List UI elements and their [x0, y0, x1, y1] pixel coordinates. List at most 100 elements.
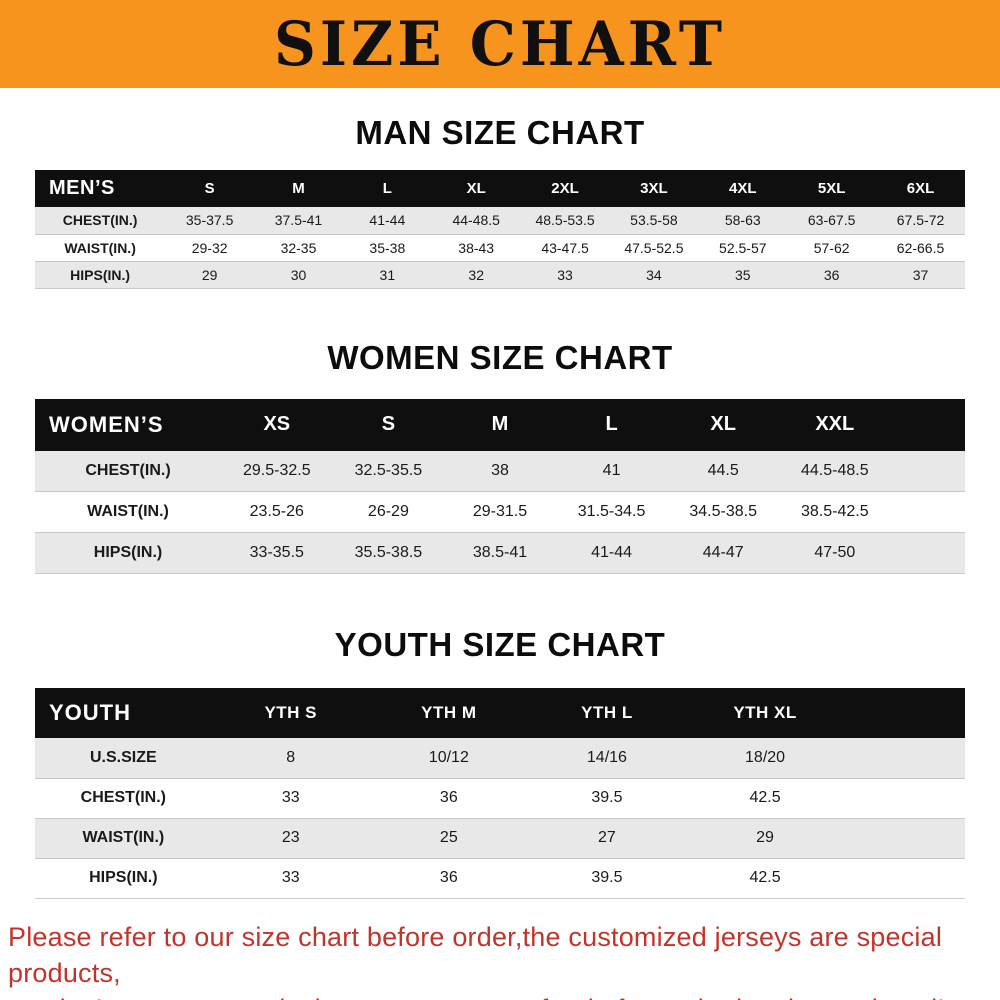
men-size-table: MEN’S S M L XL 2XL 3XL 4XL 5XL 6XL CHEST(IN.) 35-37…: [35, 170, 965, 289]
size-value: 39.5: [591, 789, 623, 806]
disclaimer-line-1: Please refer to our size chart before or…: [8, 921, 943, 988]
size-value: 41-44: [369, 212, 406, 229]
size-column-header: M: [491, 413, 509, 435]
size-value: 32.5-35.5: [354, 461, 423, 479]
table-row: CHEST(IN.) 35-37.5 37.5-41 41-44 44-48.5 48.5…: [35, 207, 965, 234]
size-value: 33-35.5: [249, 544, 304, 561]
row-label: CHEST(IN.): [85, 461, 171, 479]
size-value: 44.5: [707, 461, 739, 479]
size-column-header: 2XL: [551, 180, 579, 197]
size-value: 47-50: [814, 544, 856, 561]
banner: SIZE CHART: [0, 0, 1000, 88]
table-header-row: YOUTH YTH S YTH M YTH L YTH XL: [35, 688, 965, 738]
size-value: 35-38: [369, 239, 406, 256]
size-value: 29-31.5: [472, 503, 528, 520]
disclaimer-line-2: we don’t accept cancel, change, teturn o…: [8, 991, 992, 1000]
size-value: 58-63: [724, 212, 761, 229]
size-value: 29: [756, 829, 774, 846]
spacer-cell: [844, 688, 965, 738]
size-column-header: YTH L: [581, 703, 633, 722]
size-value: 29: [201, 266, 218, 283]
size-value: 38.5-41: [472, 544, 528, 561]
size-column-header: YTH S: [264, 703, 318, 722]
row-label: CHEST(IN.): [62, 212, 138, 229]
spacer-cell: [891, 451, 965, 492]
row-label: HIPS(IN.): [70, 266, 131, 283]
size-column-header: YTH XL: [733, 703, 797, 722]
size-column-header: XL: [710, 413, 736, 435]
size-value: 53.5-58: [630, 212, 678, 229]
page-title: SIZE CHART: [273, 8, 727, 80]
size-column-header: YTH M: [421, 703, 477, 722]
size-column-header: S: [204, 180, 215, 197]
table-header-row: WOMEN’S XS S M L XL XXL: [35, 398, 965, 451]
size-value: 38.5-42.5: [800, 503, 869, 520]
table-row: WAIST(IN.) 23 25 27 29: [35, 818, 965, 858]
size-value: 27: [598, 829, 616, 846]
size-column-header: XXL: [815, 413, 855, 435]
size-column-header: XS: [263, 413, 291, 435]
size-value: 44-47: [702, 544, 744, 561]
size-value: 44.5-48.5: [800, 461, 869, 479]
size-value: 36: [439, 789, 458, 806]
size-column-header: L: [605, 413, 618, 435]
table-title-cell: YOUTH: [49, 700, 131, 725]
size-column-header: XL: [466, 180, 486, 197]
disclaimer: Please refer to our size chart before or…: [8, 919, 992, 1000]
size-value: 18/20: [745, 748, 786, 766]
size-value: 57-62: [813, 239, 850, 256]
youth-size-table: YOUTH YTH S YTH M YTH L YTH XL U.S.SIZE 8 10/12…: [35, 688, 965, 899]
size-value: 62-66.5: [896, 239, 945, 256]
size-value: 8: [286, 748, 296, 766]
size-value: 29-32: [191, 239, 228, 256]
size-value: 42.5: [749, 789, 781, 806]
spacer-cell: [844, 778, 965, 818]
size-value: 43-47.5: [541, 239, 589, 256]
women-size-table: WOMEN’S XS S M L XL XXL CHEST(IN.) 29.5-32.5 32.5…: [35, 398, 965, 575]
size-value: 35: [734, 266, 751, 283]
size-value: 26-29: [367, 503, 409, 520]
size-value: 34.5-38.5: [689, 503, 757, 520]
table-row: CHEST(IN.) 29.5-32.5 32.5-35.5 38 41 44.5 44.5…: [35, 450, 965, 492]
spacer-cell: [844, 738, 965, 778]
size-value: 35.5-38.5: [354, 544, 423, 561]
row-label: U.S.SIZE: [90, 748, 157, 766]
size-value: 30: [290, 266, 307, 283]
table-title-cell: MEN’S: [49, 177, 115, 199]
size-value: 33: [281, 789, 300, 806]
size-value: 34: [646, 266, 662, 283]
size-value: 33: [281, 869, 300, 886]
size-value: 63-67.5: [807, 212, 856, 229]
size-value: 38-43: [458, 239, 495, 256]
spacer-cell: [844, 818, 965, 858]
size-value: 23.5-26: [249, 503, 304, 520]
row-label: WAIST(IN.): [87, 503, 169, 520]
youth-section-heading: YOUTH SIZE CHART: [334, 626, 666, 663]
size-value: 44-48.5: [452, 212, 500, 229]
size-value: 29.5-32.5: [242, 461, 311, 479]
size-column-header: L: [382, 180, 392, 197]
spacer-cell: [891, 492, 965, 533]
size-column-header: 6XL: [906, 180, 935, 197]
men-section-heading: MAN SIZE CHART: [355, 114, 645, 151]
size-value: 35-37.5: [185, 212, 234, 229]
table-title-cell: WOMEN’S: [49, 411, 164, 437]
size-value: 39.5: [591, 869, 623, 886]
size-value: 14/16: [586, 748, 627, 766]
spacer-cell: [891, 399, 965, 451]
size-value: 32-35: [280, 239, 317, 256]
row-label: CHEST(IN.): [80, 789, 166, 806]
table-row: U.S.SIZE 8 10/12 14/16 18/20: [35, 738, 965, 778]
table-row: CHEST(IN.) 33 36 39.5 42.5: [35, 778, 965, 818]
size-column-header: S: [381, 413, 396, 435]
size-value: 41: [602, 461, 621, 479]
table-row: WAIST(IN.) 29-32 32-35 35-38 38-43 43-47.5 47.…: [35, 234, 965, 261]
size-value: 32: [468, 266, 484, 283]
size-value: 10/12: [428, 748, 469, 766]
size-value: 67.5-72: [896, 212, 945, 229]
size-value: 41-44: [591, 544, 633, 561]
size-value: 31: [379, 266, 396, 283]
section-men: MAN SIZE CHART MEN’S S M L XL 2XL 3XL 4XL 5XL 6XL…: [0, 114, 1000, 289]
table-row: WAIST(IN.) 23.5-26 26-29 29-31.5 31.5-34.5 34…: [35, 492, 965, 533]
